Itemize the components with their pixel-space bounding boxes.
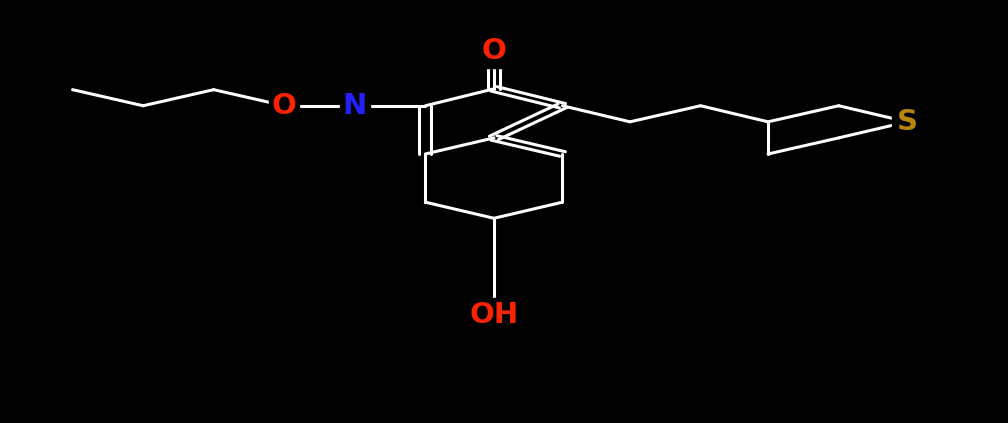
Bar	[269, 89, 299, 123]
Bar	[471, 298, 516, 332]
Text: OH: OH	[470, 301, 518, 329]
Bar	[340, 89, 370, 123]
Bar	[892, 105, 922, 139]
Text: S: S	[897, 108, 917, 136]
Text: O: O	[482, 37, 506, 65]
Bar	[479, 34, 509, 68]
Text: N: N	[343, 92, 367, 120]
Text: O: O	[272, 92, 296, 120]
